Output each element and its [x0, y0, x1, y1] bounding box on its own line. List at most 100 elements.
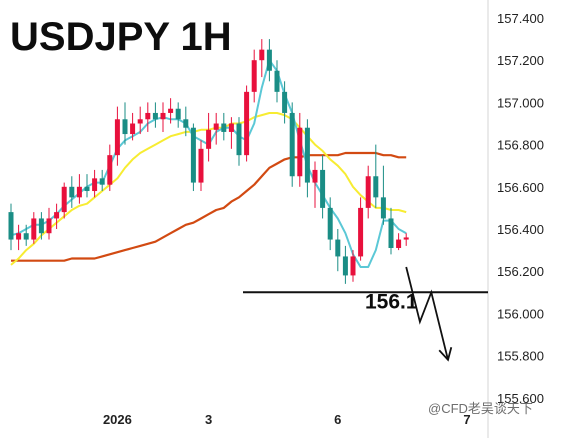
candle-up: [228, 117, 234, 149]
y-tick-label: 157.400: [497, 11, 544, 26]
candle-up: [358, 197, 364, 261]
candle-down: [289, 102, 295, 187]
candle-up: [350, 250, 356, 282]
candle-up: [130, 112, 136, 141]
y-tick-label: 156.000: [497, 306, 544, 321]
candle-up: [92, 169, 98, 198]
candle-body: [130, 123, 136, 135]
candle-body: [213, 123, 219, 130]
candle-body: [228, 123, 234, 132]
candle-body: [266, 49, 272, 71]
y-tick-label: 156.200: [497, 264, 544, 279]
candle-up: [145, 102, 151, 132]
candle-body: [168, 108, 174, 113]
candle-up: [206, 112, 212, 162]
candle-down: [175, 102, 181, 128]
candle-body: [31, 218, 37, 240]
candle-body: [297, 127, 303, 177]
candle-body: [107, 155, 113, 185]
candle-up: [244, 85, 250, 162]
price-axis: 157.400 157.200 157.000 156.800 156.600 156.4…: [487, 0, 544, 438]
candle-down: [327, 197, 333, 251]
candle-body: [76, 186, 82, 198]
candle-body: [380, 197, 386, 219]
candle-body: [122, 119, 128, 135]
candle-down: [69, 176, 75, 208]
candle-body: [61, 186, 67, 213]
y-tick-label: 156.600: [497, 180, 544, 195]
candle-up: [365, 165, 371, 219]
candle-body: [54, 212, 60, 219]
watermark: @CFD老吴谈天下: [428, 401, 533, 416]
candle-body: [403, 237, 409, 240]
candle-up: [198, 140, 204, 192]
x-tick-label: 7: [463, 412, 470, 427]
candle-down: [236, 117, 242, 166]
candle-body: [175, 108, 181, 120]
candle-body: [335, 239, 341, 257]
candle-body: [145, 112, 151, 120]
candle-down: [388, 207, 394, 255]
time-axis: 2026 3 6 7: [103, 412, 471, 427]
candle-body: [259, 49, 265, 61]
candle-body: [84, 186, 90, 192]
candle-up: [61, 182, 67, 219]
y-tick-label: 156.800: [497, 138, 544, 153]
candle-up: [54, 203, 60, 229]
x-tick-label: 2026: [103, 412, 132, 427]
candle-body: [373, 176, 379, 198]
candle-down: [342, 245, 348, 284]
support-level: 156.1: [243, 290, 488, 313]
candle-body: [206, 129, 212, 149]
candle-body: [38, 218, 44, 234]
candle-down: [84, 174, 90, 198]
candle-down: [152, 102, 158, 128]
chart-title: USDJPY 1H: [10, 15, 232, 59]
candle-up: [297, 112, 303, 187]
candle-down: [335, 229, 341, 272]
candle-down: [8, 203, 14, 251]
candle-body: [16, 233, 22, 240]
candle-down: [282, 81, 288, 124]
candle-body: [365, 176, 371, 208]
candle-body: [358, 207, 364, 257]
candles: [8, 39, 409, 284]
candle-body: [99, 178, 105, 185]
y-tick-label: 157.000: [497, 95, 544, 110]
candle-down: [274, 60, 280, 103]
candle-down: [23, 224, 29, 246]
candle-body: [282, 91, 288, 113]
candle-down: [373, 144, 379, 208]
candle-up: [107, 144, 113, 192]
candle-body: [190, 127, 196, 183]
candle-up: [137, 106, 143, 135]
candle-body: [312, 169, 318, 183]
candle-up: [76, 174, 82, 204]
candle-body: [289, 112, 295, 177]
candle-up: [31, 212, 37, 244]
candle-down: [304, 119, 310, 198]
candle-up: [213, 112, 219, 145]
candle-up: [251, 49, 257, 103]
candle-up: [259, 39, 265, 78]
moving-averages: [10, 59, 407, 268]
candle-up: [403, 233, 409, 246]
candle-up: [114, 106, 120, 166]
candle-down: [380, 165, 386, 225]
candle-body: [152, 112, 158, 120]
candle-body: [396, 239, 402, 248]
candle-body: [350, 256, 356, 276]
candle-body: [320, 169, 326, 208]
candle-up: [16, 224, 22, 251]
candle-down: [99, 169, 105, 192]
candle-body: [198, 148, 204, 183]
candle-body: [304, 127, 310, 183]
y-tick-label: 155.800: [497, 349, 544, 364]
projection-path: [405, 266, 449, 361]
candle-up: [46, 207, 52, 240]
candle-body: [244, 91, 250, 156]
candle-body: [160, 112, 166, 120]
candle-body: [92, 178, 98, 192]
